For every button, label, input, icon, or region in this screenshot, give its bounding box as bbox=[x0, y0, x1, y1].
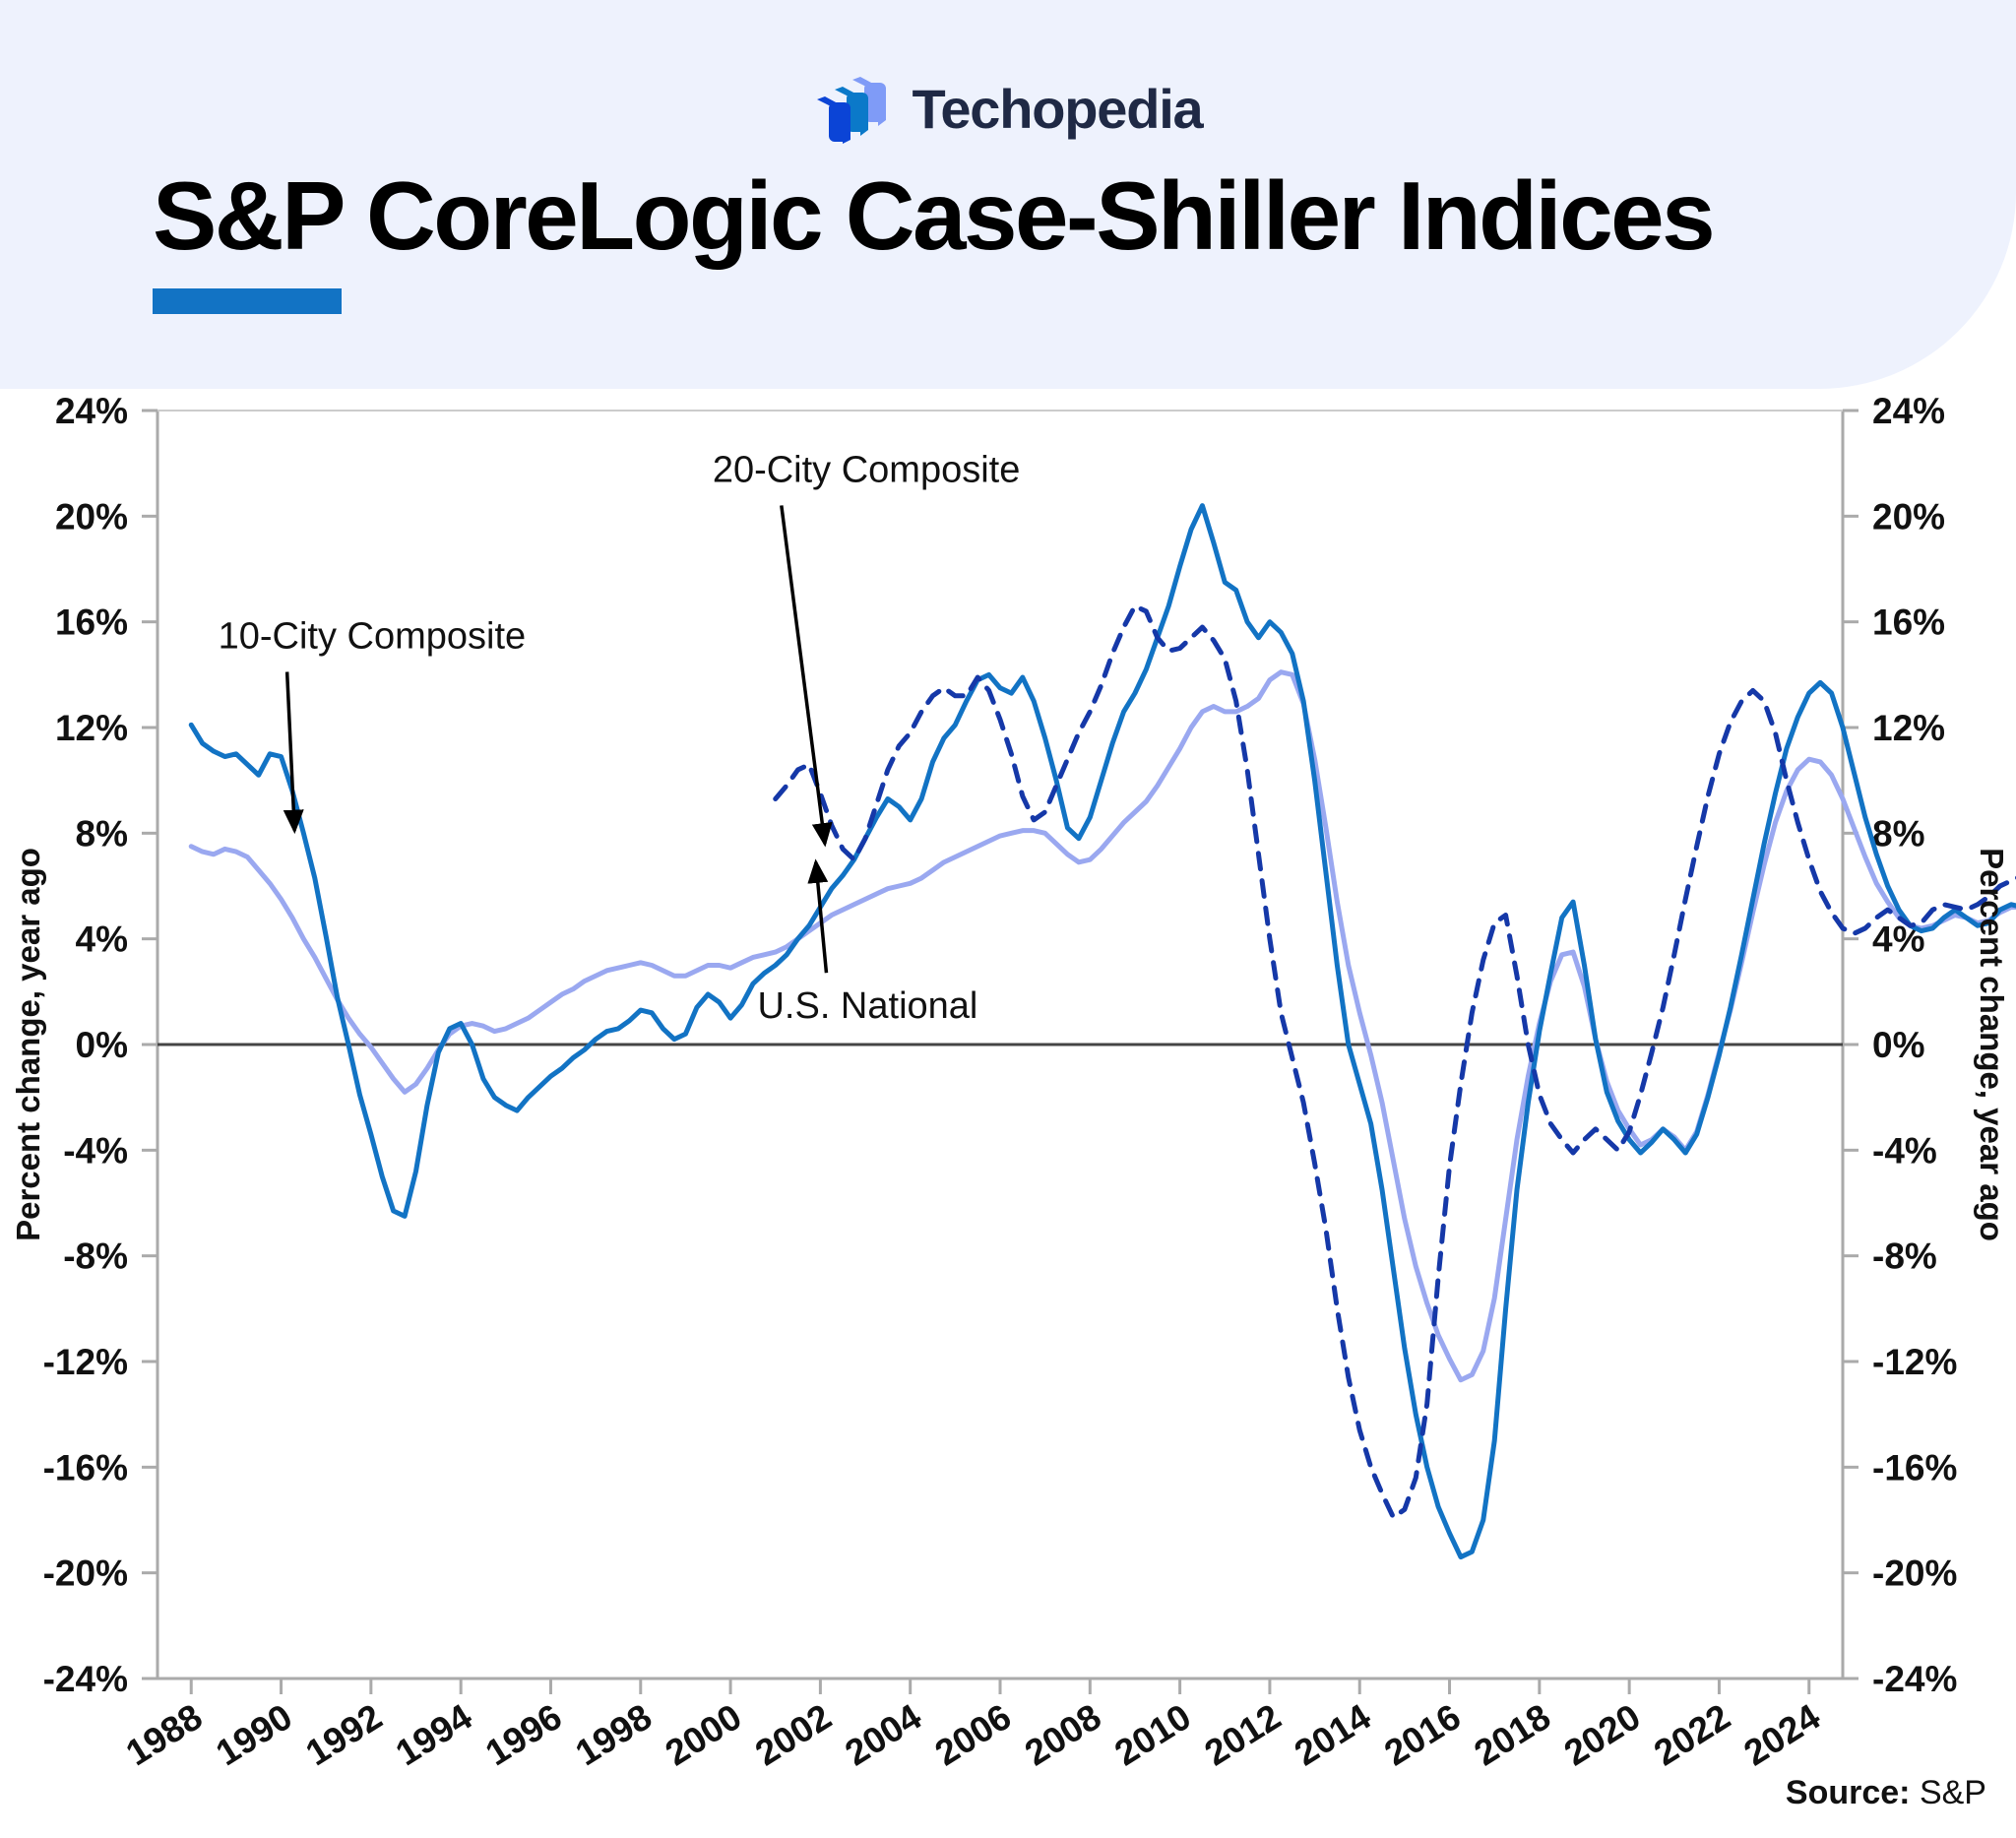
y-axis-left-tick-label: -12% bbox=[43, 1342, 128, 1382]
x-axis-tick-label: 2000 bbox=[659, 1696, 749, 1773]
series-line-10-city-composite bbox=[188, 503, 2016, 1560]
y-axis-right-tick-label: -16% bbox=[1872, 1447, 1957, 1488]
source-label: Source: bbox=[1785, 1774, 1911, 1811]
y-axis-left-tick-label: 8% bbox=[76, 813, 128, 854]
x-axis-tick-label: 2004 bbox=[838, 1696, 928, 1774]
y-axis-right-title: Percent change, year ago bbox=[1974, 848, 2010, 1241]
y-axis-right-tick-label: 16% bbox=[1872, 602, 1945, 643]
series-line-u-s-national bbox=[188, 669, 2016, 1383]
y-axis-right-tick-label: 8% bbox=[1872, 813, 1924, 854]
series-lines bbox=[188, 503, 2016, 1560]
y-axis-left-tick-label: -16% bbox=[43, 1447, 128, 1488]
y-axis-right-tick-label: 0% bbox=[1872, 1025, 1924, 1065]
x-axis-tick-label: 2014 bbox=[1288, 1696, 1378, 1774]
title-underline-rule bbox=[153, 288, 342, 314]
y-axis-right-ticks: 24%20%16%12%8%4%0%-4%-8%-12%-16%-20%-24% bbox=[1843, 391, 1957, 1699]
x-axis-tick-label: 2010 bbox=[1107, 1696, 1198, 1773]
header-banner: Techopedia S&P CoreLogic Case-Shiller In… bbox=[0, 0, 2016, 389]
y-axis-left-tick-label: 24% bbox=[55, 391, 128, 431]
annotation-label: 10-City Composite bbox=[219, 616, 527, 658]
x-axis-tick-label: 2020 bbox=[1557, 1696, 1648, 1773]
y-axis-left-tick-label: -8% bbox=[63, 1236, 128, 1277]
y-axis-left-tick-label: 0% bbox=[76, 1025, 128, 1065]
y-axis-left-ticks: 24% 20% 16% 12% 8% 4% 0% -4% -8% -12% -16% -20% -24% bbox=[43, 391, 158, 1699]
y-axis-right-tick-label: 24% bbox=[1872, 391, 1945, 431]
y-axis-left-tick-label: -4% bbox=[63, 1130, 128, 1171]
chart-container: 24% 20% 16% 12% 8% 4% 0% -4% -8% -12% -16% -20% -24%… bbox=[0, 389, 2016, 1838]
annotation-label: U.S. National bbox=[757, 985, 977, 1027]
annotation-arrow bbox=[283, 671, 304, 835]
techopedia-logo-icon bbox=[817, 77, 887, 144]
x-axis-ticks: 1988 1990 1992 1994 1996 1998 2000 2002 2004 2006… bbox=[119, 1679, 1827, 1773]
x-axis-tick-label: 1992 bbox=[299, 1696, 390, 1773]
y-axis-right-tick-label: -8% bbox=[1872, 1236, 1937, 1277]
y-axis-left-tick-label: -20% bbox=[43, 1553, 128, 1594]
y-axis-left-title: Percent change, year ago bbox=[10, 848, 46, 1241]
y-axis-right-tick-label: -4% bbox=[1872, 1130, 1937, 1171]
y-axis-right-tick-label: 12% bbox=[1872, 708, 1945, 748]
x-axis-tick-label: 1988 bbox=[119, 1696, 210, 1773]
y-axis-right-tick-label: -12% bbox=[1872, 1342, 1957, 1382]
y-axis-right-tick-label: 20% bbox=[1872, 496, 1945, 537]
x-axis-tick-label: 1994 bbox=[389, 1696, 479, 1774]
x-axis-tick-label: 2012 bbox=[1198, 1696, 1289, 1773]
source-note: Source: S&P bbox=[1786, 1774, 1986, 1812]
x-axis-tick-label: 2022 bbox=[1647, 1696, 1737, 1773]
brand-logo: Techopedia bbox=[0, 75, 2016, 144]
x-axis-tick-label: 2018 bbox=[1468, 1696, 1558, 1773]
brand-name: Techopedia bbox=[912, 78, 1203, 140]
annotation-label: 20-City Composite bbox=[713, 449, 1021, 490]
series-line-20-city-composite bbox=[773, 603, 2016, 1520]
x-axis-tick-label: 2006 bbox=[928, 1696, 1019, 1773]
y-axis-left-tick-label: 16% bbox=[55, 602, 128, 643]
y-axis-right-tick-label: -24% bbox=[1872, 1659, 1957, 1699]
axis-titles: Percent change, year ago Percent change, … bbox=[10, 848, 2010, 1241]
annotation-arrow bbox=[807, 858, 829, 974]
case-shiller-line-chart: 24% 20% 16% 12% 8% 4% 0% -4% -8% -12% -16% -20% -24%… bbox=[10, 391, 2016, 1773]
annotation-arrow bbox=[780, 505, 833, 848]
y-axis-left-tick-label: 20% bbox=[55, 496, 128, 537]
y-axis-left-tick-label: 12% bbox=[55, 708, 128, 748]
x-axis-tick-label: 2002 bbox=[748, 1696, 839, 1773]
x-axis-tick-label: 2024 bbox=[1736, 1696, 1827, 1774]
x-axis-tick-label: 2008 bbox=[1018, 1696, 1108, 1773]
y-axis-right-tick-label: -20% bbox=[1872, 1553, 1957, 1594]
y-axis-left-tick-label: -24% bbox=[43, 1659, 128, 1699]
x-axis-tick-label: 1996 bbox=[478, 1696, 569, 1773]
page-title: S&P CoreLogic Case-Shiller Indices bbox=[153, 161, 1716, 270]
source-value: S&P bbox=[1919, 1774, 1986, 1811]
series-annotations: 10-City Composite 20-City Composite U.S. N… bbox=[219, 449, 1021, 1027]
x-axis-tick-label: 2016 bbox=[1377, 1696, 1468, 1773]
x-axis-tick-label: 1990 bbox=[209, 1696, 299, 1773]
y-axis-left-tick-label: 4% bbox=[76, 919, 128, 960]
x-axis-tick-label: 1998 bbox=[568, 1696, 659, 1773]
